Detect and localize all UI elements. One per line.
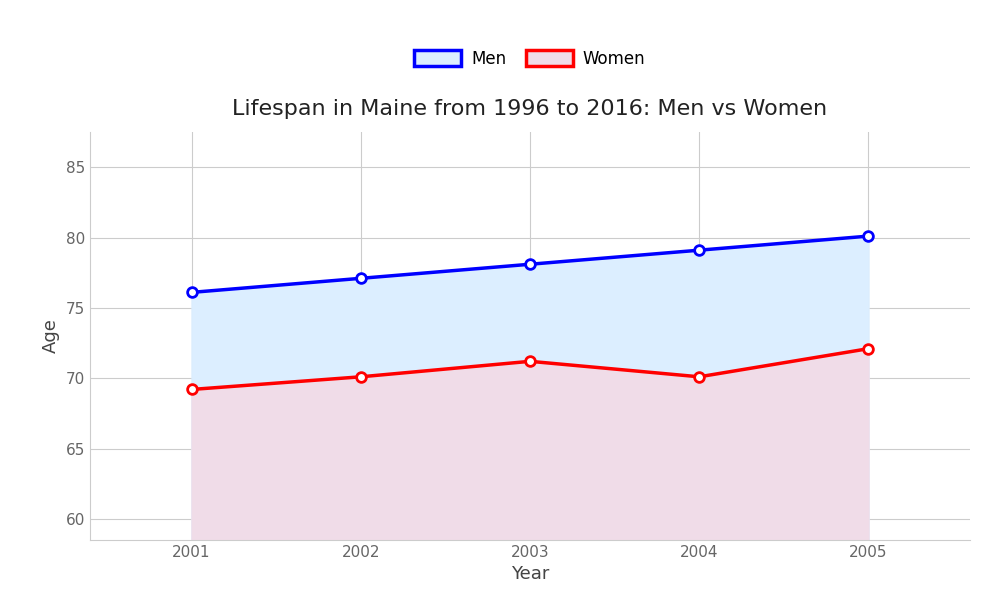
- Title: Lifespan in Maine from 1996 to 2016: Men vs Women: Lifespan in Maine from 1996 to 2016: Men…: [232, 100, 828, 119]
- Legend: Men, Women: Men, Women: [408, 43, 652, 75]
- X-axis label: Year: Year: [511, 565, 549, 583]
- Y-axis label: Age: Age: [42, 319, 60, 353]
